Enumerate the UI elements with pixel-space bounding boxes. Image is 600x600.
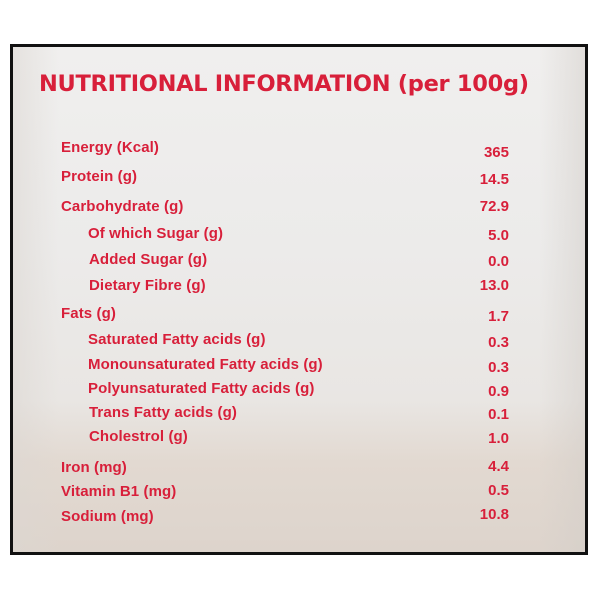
nutrient-value: 10.8	[479, 506, 509, 523]
nutrient-value: 4.4	[488, 458, 509, 475]
nutrient-label: Vitamin B1 (mg)	[61, 483, 177, 500]
nutrient-value: 13.0	[479, 277, 509, 294]
nutrient-row-protein: Protein (g) 14.5	[13, 168, 585, 190]
nutrient-row-monounsaturated: Monounsaturated Fatty acids (g) 0.3	[13, 356, 585, 378]
nutrient-label: Iron (mg)	[61, 459, 127, 476]
panel-title: NUTRITIONAL INFORMATION (per 100g)	[39, 71, 529, 97]
nutrient-label: Polyunsaturated Fatty acids (g)	[88, 380, 315, 397]
nutrient-row-sodium: Sodium (mg) 10.8	[13, 506, 585, 530]
nutrient-value: 0.3	[488, 334, 509, 351]
nutrient-row-cholesterol: Cholestrol (g) 1.0	[13, 428, 585, 450]
nutrient-label: Sodium (mg)	[61, 508, 154, 525]
nutrient-label: Added Sugar (g)	[89, 251, 208, 268]
nutrient-label: Carbohydrate (g)	[61, 198, 184, 215]
nutrient-row-vitamin-b1: Vitamin B1 (mg) 0.5	[13, 482, 585, 505]
nutrient-label: Dietary Fibre (g)	[89, 277, 206, 294]
nutrient-value: 0.1	[488, 406, 509, 423]
nutrient-value: 14.5	[479, 171, 509, 188]
nutrient-value: 72.9	[479, 198, 509, 215]
nutrient-row-sugar: Of which Sugar (g) 5.0	[13, 225, 585, 247]
nutrient-value: 1.0	[488, 430, 509, 447]
nutrient-value: 365	[483, 144, 509, 161]
nutrient-value: 0.3	[488, 359, 509, 376]
nutrient-label: Energy (Kcal)	[61, 139, 159, 156]
nutrient-row-trans-fat: Trans Fatty acids (g) 0.1	[13, 404, 585, 426]
nutrient-row-iron: Iron (mg) 4.4	[13, 458, 585, 481]
nutrient-label: Saturated Fatty acids (g)	[88, 331, 266, 348]
nutrient-value: 1.7	[488, 308, 509, 325]
nutrient-label: Cholestrol (g)	[89, 428, 188, 445]
nutrient-row-polyunsaturated: Polyunsaturated Fatty acids (g) 0.9	[13, 380, 585, 402]
nutrient-label: Of which Sugar (g)	[88, 225, 224, 242]
nutrient-row-fibre: Dietary Fibre (g) 13.0	[13, 277, 585, 299]
nutrient-value: 0.0	[488, 253, 509, 270]
nutrient-value: 0.5	[488, 482, 509, 499]
nutrient-label: Monounsaturated Fatty acids (g)	[88, 356, 323, 373]
nutrient-label: Fats (g)	[61, 305, 116, 322]
nutrient-row-added-sugar: Added Sugar (g) 0.0	[13, 251, 585, 273]
nutrient-row-fats: Fats (g) 1.7	[13, 305, 585, 327]
nutrition-panel: NUTRITIONAL INFORMATION (per 100g) Energ…	[10, 44, 588, 555]
nutrient-row-saturated: Saturated Fatty acids (g) 0.3	[13, 331, 585, 353]
nutrient-value: 0.9	[488, 383, 509, 400]
nutrient-value: 5.0	[488, 227, 509, 244]
nutrient-label: Protein (g)	[61, 168, 138, 185]
nutrient-row-energy: Energy (Kcal) 365	[13, 139, 585, 161]
nutrient-label: Trans Fatty acids (g)	[89, 404, 237, 421]
nutrient-row-carbohydrate: Carbohydrate (g) 72.9	[13, 198, 585, 220]
